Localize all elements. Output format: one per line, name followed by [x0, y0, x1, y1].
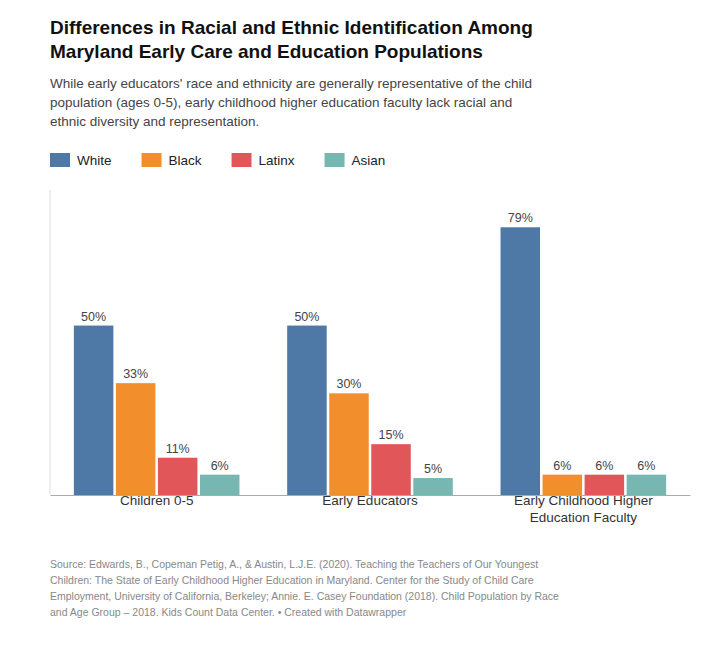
x-tick: Early Childhood Higher Education Faculty — [514, 493, 653, 525]
bar — [543, 475, 583, 495]
legend-label: Black — [169, 153, 202, 168]
text-line: Education Faculty — [530, 510, 638, 525]
title: Differences in Racial and Ethnic Identif… — [50, 17, 533, 62]
data-label: 6% — [595, 459, 613, 473]
text-line: Early Childhood Higher — [514, 493, 653, 508]
data-label: 11% — [166, 442, 190, 456]
data-label: 6% — [553, 459, 571, 473]
subtitle: While early educators' race and ethnicit… — [50, 76, 532, 129]
x-tick-label: Children 0-5 — [120, 493, 194, 508]
bar — [413, 478, 453, 495]
bar — [116, 383, 156, 495]
bar — [158, 458, 198, 495]
y-axis-line — [50, 190, 51, 495]
legend-item: Latinx — [232, 153, 295, 168]
text-line: Differences in Racial and Ethnic Identif… — [50, 17, 533, 38]
bar — [585, 475, 625, 495]
x-tick-label: Early Childhood Higher Education Faculty — [514, 493, 653, 525]
bars — [74, 227, 666, 495]
bar — [627, 475, 667, 495]
chart-svg: Differences in Racial and Ethnic Identif… — [0, 0, 720, 658]
data-label: 79% — [508, 211, 533, 225]
source: Source: Edwards, B., Copeman Petig, A., … — [50, 558, 559, 618]
data-label: 50% — [81, 310, 106, 324]
legend-item: White — [50, 153, 112, 168]
data-label: 33% — [123, 367, 148, 381]
data-label: 6% — [637, 459, 655, 473]
x-tick: Children 0-5 — [120, 493, 194, 508]
text-line: Children: The State of Early Childhood H… — [50, 574, 534, 586]
x-tick-label: Early Educators — [322, 493, 418, 508]
x-axis: Children 0-5 Early Educators Early Childho… — [51, 493, 691, 525]
data-label: 5% — [424, 462, 442, 476]
text-line: Maryland Early Care and Education Popula… — [50, 41, 483, 62]
data-label: 50% — [294, 310, 319, 324]
bar — [371, 444, 411, 495]
legend-label: Latinx — [259, 153, 295, 168]
text-line: population (ages 0-5), early childhood h… — [50, 95, 512, 110]
text-line: Source: Edwards, B., Copeman Petig, A., … — [50, 558, 538, 570]
text-line: Employment, University of California, Be… — [50, 590, 559, 602]
legend-label: Asian — [352, 153, 386, 168]
text-line: Early Educators — [322, 493, 418, 508]
legend-swatch — [50, 153, 70, 167]
legend-item: Black — [142, 153, 202, 168]
bar — [74, 326, 114, 495]
text-line: and Age Group – 2018. Kids Count Data Ce… — [50, 606, 407, 618]
data-labels: 50% 50% 79% 33% 30% 6% 11% 15% 6% 6% 5% 6% — [81, 211, 655, 476]
x-tick: Early Educators — [322, 493, 418, 508]
legend-swatch — [142, 153, 162, 167]
legend-swatch — [325, 153, 345, 167]
text-line: While early educators' race and ethnicit… — [50, 76, 532, 91]
data-label: 30% — [336, 377, 361, 391]
text-line: ethnic diversity and representation. — [50, 114, 259, 129]
bar — [287, 326, 327, 495]
bar — [200, 475, 240, 495]
text-line: Children 0-5 — [120, 493, 194, 508]
data-label: 6% — [211, 459, 229, 473]
bar — [329, 393, 369, 495]
data-label: 15% — [379, 428, 404, 442]
bar — [501, 227, 541, 495]
legend-label: White — [77, 153, 112, 168]
legend-item: Asian — [325, 153, 386, 168]
legend: White Black Latinx Asian — [50, 153, 385, 168]
legend-swatch — [232, 153, 252, 167]
